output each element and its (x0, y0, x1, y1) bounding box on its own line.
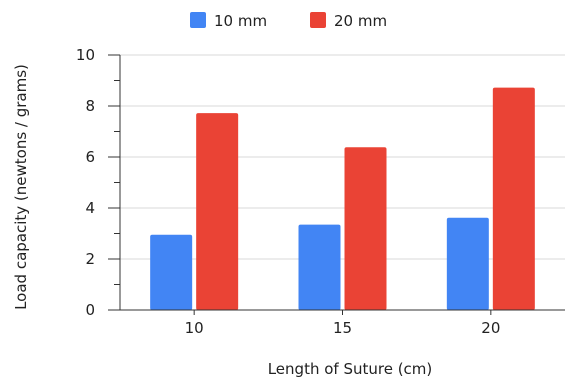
bar-20-mm-20 (492, 87, 535, 310)
y-axis-title: Load capacity (newtons / grams) (12, 64, 30, 310)
bar-20-mm-10 (196, 113, 239, 310)
bar-10-mm-15 (298, 224, 341, 310)
x-tick-label: 15 (333, 319, 352, 337)
legend-label: 20 mm (334, 12, 387, 30)
bar-10-mm-20 (446, 217, 489, 310)
legend-swatch (190, 12, 206, 28)
y-tick-label: 10 (76, 46, 95, 64)
bar-10-mm-10 (150, 234, 193, 310)
axes: 0 2 4 6 8 10 10 15 20 (76, 46, 565, 337)
legend: 10 mm 20 mm (190, 12, 387, 30)
legend-label: 10 mm (214, 12, 267, 30)
y-tick-label: 6 (85, 148, 95, 166)
y-tick-label: 0 (85, 301, 95, 319)
y-tick-label: 4 (85, 199, 95, 217)
bar-20-mm-15 (344, 147, 387, 310)
legend-item: 20 mm (310, 12, 387, 30)
legend-swatch (310, 12, 326, 28)
y-tick-label: 8 (85, 97, 95, 115)
bars (150, 87, 535, 310)
legend-item: 10 mm (190, 12, 267, 30)
x-axis-title: Length of Suture (cm) (268, 360, 433, 378)
x-tick-label: 10 (185, 319, 204, 337)
x-tick-label: 20 (481, 319, 500, 337)
gridlines (120, 54, 565, 260)
y-tick-label: 2 (85, 250, 95, 268)
